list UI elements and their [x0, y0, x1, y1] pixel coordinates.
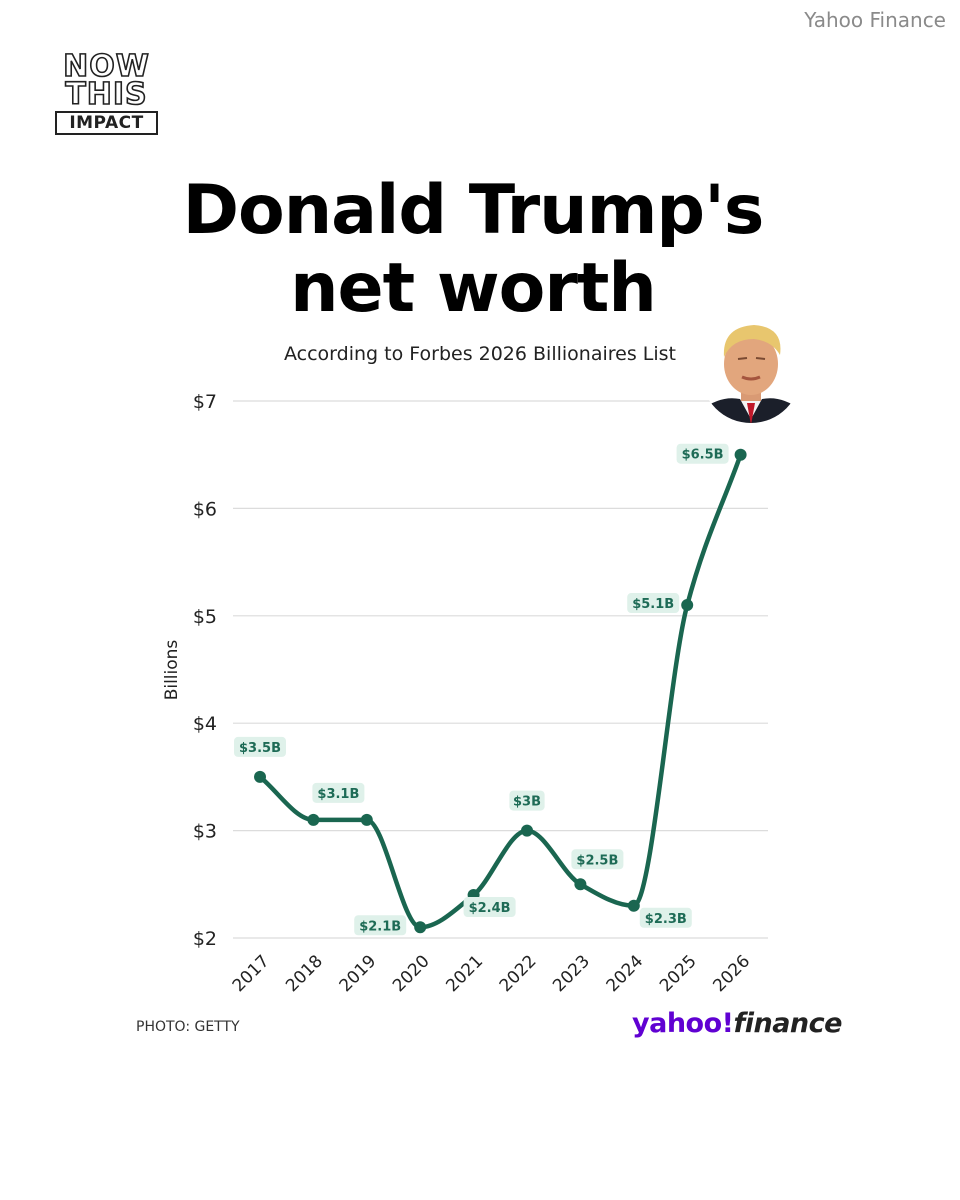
data-label-bg	[676, 443, 729, 464]
data-label-2020: $2.1B	[354, 915, 407, 936]
source-credit: Yahoo Finance	[804, 8, 946, 32]
data-point-2018	[307, 813, 320, 826]
logo-now: NOW	[62, 49, 150, 84]
data-label-bg	[509, 790, 545, 811]
trump-portrait	[701, 323, 801, 423]
photo-credit: PHOTO: GETTY	[136, 1019, 240, 1035]
y-tick-label-2: $2	[193, 928, 217, 950]
y-tick-label-7: $7	[193, 391, 217, 413]
yahoo-finance-logo: yahoo!finance	[632, 1008, 842, 1039]
headline: Donald Trump's net worth	[0, 172, 946, 328]
x-tick-label-2025: 2025	[656, 951, 701, 996]
x-tick-label-2026: 2026	[709, 951, 754, 996]
data-label-text: $2.1B	[359, 919, 401, 934]
data-point-2024	[627, 899, 640, 912]
grid-layer	[233, 400, 768, 939]
data-label-2024: $2.3B	[639, 907, 692, 928]
x-tick-label-2017: 2017	[229, 951, 274, 996]
y-axis-title: Billions	[162, 640, 182, 701]
data-label-bg	[627, 593, 680, 614]
data-label-bg	[234, 736, 286, 757]
brand-finance: finance	[733, 1008, 842, 1039]
x-tick-label-2024: 2024	[603, 951, 648, 996]
data-label-text: $2.4B	[469, 901, 511, 916]
data-point-2020	[414, 921, 427, 934]
headline-line-2: net worth	[290, 249, 657, 328]
data-label-bg	[312, 782, 365, 803]
data-label-2017: $3.5B	[234, 736, 286, 757]
x-tick-label-2022: 2022	[496, 951, 541, 996]
y-axis: $2 $3 $4 $5 $6 $7	[193, 391, 217, 950]
x-tick-label-2023: 2023	[549, 951, 594, 996]
data-label-2018: $3.1B	[312, 782, 365, 803]
logo-this: THIS	[65, 77, 148, 112]
brand-yahoo: yahoo!	[632, 1008, 734, 1039]
headline-line-1: Donald Trump's	[182, 171, 765, 250]
x-tick-label-2021: 2021	[442, 951, 487, 996]
y-tick-label-6: $6	[193, 498, 217, 520]
data-labels: $3.5B $3.1B $2.1B $2.4B $3B $2.5B $2.3B $5.1B $6…	[234, 443, 729, 936]
data-label-text: $3B	[513, 795, 541, 810]
y-tick-label-5: $5	[193, 606, 217, 628]
data-label-text: $6.5B	[682, 448, 724, 463]
data-label-2023: $2.5B	[571, 849, 624, 870]
y-tick-label-4: $4	[193, 713, 217, 735]
logo-impact: IMPACT	[55, 111, 158, 135]
data-label-2025: $5.1B	[627, 593, 680, 614]
x-tick-label-2019: 2019	[336, 951, 381, 996]
data-label-2021: $2.4B	[463, 897, 516, 918]
x-tick-label-2018: 2018	[282, 951, 327, 996]
nowthis-impact-logo: NOW THIS IMPACT	[55, 49, 158, 135]
data-point-2023	[574, 878, 587, 891]
data-label-bg	[354, 915, 407, 936]
data-label-2026: $6.5B	[676, 443, 729, 464]
data-point-2022	[521, 824, 533, 837]
x-axis: 2017 2018 2019 2020 2021 2022 2023 2024 2025 2026	[229, 951, 754, 996]
data-label-text: $2.5B	[576, 853, 618, 868]
data-label-bg	[571, 849, 624, 870]
data-label-text: $3.5B	[239, 741, 281, 756]
y-tick-label-3: $3	[193, 821, 217, 843]
data-point-2017	[254, 770, 266, 783]
data-label-text: $2.3B	[645, 912, 687, 927]
data-point-2019	[360, 813, 373, 826]
data-label-bg	[463, 897, 516, 918]
chart-subtitle: According to Forbes 2026 Billionaires Li…	[284, 343, 676, 365]
data-label-2022: $3B	[509, 790, 545, 811]
series-line	[257, 452, 743, 930]
data-label-text: $5.1B	[632, 597, 674, 612]
data-label-bg	[639, 907, 692, 928]
data-point-2025	[681, 599, 694, 612]
data-label-text: $3.1B	[317, 787, 359, 802]
data-point-2026	[734, 448, 747, 461]
x-tick-label-2020: 2020	[389, 951, 434, 996]
